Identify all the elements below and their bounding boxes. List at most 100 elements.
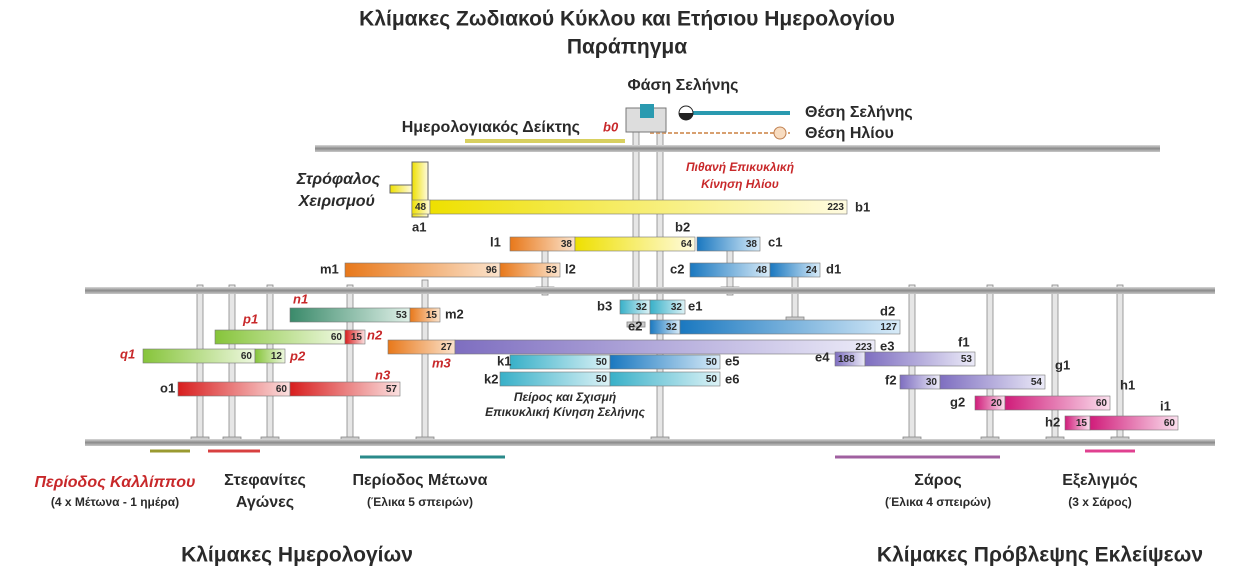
gear-label: h1 <box>1120 377 1135 392</box>
gear-label: c1 <box>768 234 782 249</box>
gear-teeth: 48 <box>756 265 768 276</box>
gear-teeth: 15 <box>351 332 363 343</box>
gear-teeth: 15 <box>1076 418 1088 429</box>
gear-label: h2 <box>1045 414 1060 429</box>
plate <box>85 287 1215 294</box>
gear-label: e5 <box>725 353 739 368</box>
shaft <box>421 279 429 446</box>
moon-epicycle: Επικυκλική Κίνηση Σελήνης <box>485 405 645 419</box>
gear-teeth: 50 <box>596 374 608 385</box>
gear-teeth: 60 <box>1164 418 1176 429</box>
gear-labels: a1 b1 l1 b2 c1 m1 l2 c2 d1 n1 m2 p1 n2 b3 e1 d2 e2 q1 p2 e3… <box>120 199 1171 429</box>
sun-epicycle: Κίνηση Ηλίου <box>701 177 779 191</box>
gear-bar <box>177 381 291 397</box>
plate <box>85 439 1215 446</box>
gear-teeth: 223 <box>855 342 872 353</box>
section-title: Κλίμακες Πρόβλεψης Εκλείψεων <box>877 544 1203 567</box>
gear-bar <box>142 348 256 364</box>
gear-bar <box>609 354 721 370</box>
gear-bar <box>289 381 401 397</box>
gear-teeth: 96 <box>486 265 498 276</box>
scale-note: (Έλικα 4 σπειρών) <box>885 495 991 509</box>
gear-bar <box>409 307 441 323</box>
gear-label: g1 <box>1055 357 1070 372</box>
gear-bars: 48 223 38 64 38 96 53 48 24 53 15 60 15 32 32 32 127 60 12… <box>142 199 1179 431</box>
gear-bar <box>696 236 761 252</box>
gear-label: e3 <box>880 338 894 353</box>
scale-name: Εξελιγμός <box>1062 472 1138 489</box>
gear-teeth: 20 <box>991 398 1003 409</box>
scale-note: (Έλικα 5 σπειρών) <box>367 495 473 509</box>
gear-label: k1 <box>497 353 511 368</box>
gear-label: d2 <box>880 303 895 318</box>
gear-bar <box>254 348 286 364</box>
moon-phase: Φάση Σελήνης <box>628 77 739 94</box>
gear-teeth: 32 <box>636 302 648 313</box>
gear-bar <box>609 371 721 387</box>
crank-handle <box>389 184 413 194</box>
gear-label: n3 <box>375 367 391 382</box>
gear-label: e4 <box>815 349 830 364</box>
sun-epicycle: Πιθανή Επικυκλική <box>686 160 794 174</box>
title: Κλίμακες Ζωδιακού Κύκλου και Ετήσιου Ημε… <box>359 8 895 31</box>
gear-bar <box>769 262 821 278</box>
collar <box>626 321 646 328</box>
gear-teeth: 60 <box>331 332 343 343</box>
gear-teeth: 27 <box>441 342 453 353</box>
gear-label: m3 <box>432 355 452 370</box>
title: Παράπηγμα <box>567 36 687 59</box>
gear-bar <box>289 307 411 323</box>
gear-bar <box>499 371 611 387</box>
gear-label: q1 <box>120 346 135 361</box>
gear-teeth: 53 <box>396 310 408 321</box>
gear-label: f1 <box>958 334 970 349</box>
gear-teeth: 50 <box>596 357 608 368</box>
gear-teeth: 30 <box>926 377 938 388</box>
shaft <box>986 284 994 446</box>
gear-teeth: 223 <box>827 202 844 213</box>
sun-position: Θέση Ηλίου <box>805 125 894 142</box>
moon-ball-half <box>679 113 693 120</box>
gear-teeth: 48 <box>415 202 427 213</box>
gear-label: l2 <box>565 261 576 276</box>
gear-bar <box>499 262 561 278</box>
gear-bar <box>574 236 696 252</box>
sun-ball <box>773 126 787 140</box>
gear-bar <box>679 319 901 335</box>
gear-label: m2 <box>445 306 464 321</box>
scale-name: Στεφανίτες <box>224 472 306 489</box>
moon-position: Θέση Σελήνης <box>805 104 913 121</box>
gear-teeth: 50 <box>706 357 718 368</box>
gear-teeth: 12 <box>271 351 283 362</box>
gear-teeth: 54 <box>1031 377 1043 388</box>
gear-bar <box>429 199 848 215</box>
gear-teeth: 32 <box>666 322 678 333</box>
gear-teeth: 38 <box>561 239 573 250</box>
gear-teeth: 15 <box>426 310 438 321</box>
gear-label: o1 <box>160 380 175 395</box>
gear-teeth: 60 <box>276 384 288 395</box>
gear-label: p2 <box>289 348 306 363</box>
gear-label: m1 <box>320 261 339 276</box>
gear-teeth: 53 <box>546 265 558 276</box>
gear-label: g2 <box>950 394 965 409</box>
gear-teeth: 38 <box>746 239 758 250</box>
calendar-pointer-label: Ημερολογιακός Δείκτης <box>402 119 580 136</box>
scale-name: Περίοδος Καλλίππου <box>35 474 196 491</box>
gear-teeth: 60 <box>1096 398 1108 409</box>
scale-note: (4 x Μέτωνα - 1 ημέρα) <box>51 495 179 509</box>
gear-teeth: 188 <box>838 354 855 365</box>
plate <box>315 145 1160 152</box>
scale-name: Περίοδος Μέτωνα <box>353 472 488 489</box>
gear-teeth: 24 <box>806 265 818 276</box>
gear-bar <box>214 329 346 345</box>
gear-label: n2 <box>367 327 383 342</box>
gear-label: i1 <box>1160 398 1171 413</box>
gear-bar <box>454 339 876 355</box>
gear-bar <box>1089 415 1179 431</box>
gear-label: a1 <box>412 219 426 234</box>
gear-teeth: 53 <box>961 354 973 365</box>
gear-bar <box>1004 395 1111 411</box>
pointer-hub <box>640 104 654 118</box>
